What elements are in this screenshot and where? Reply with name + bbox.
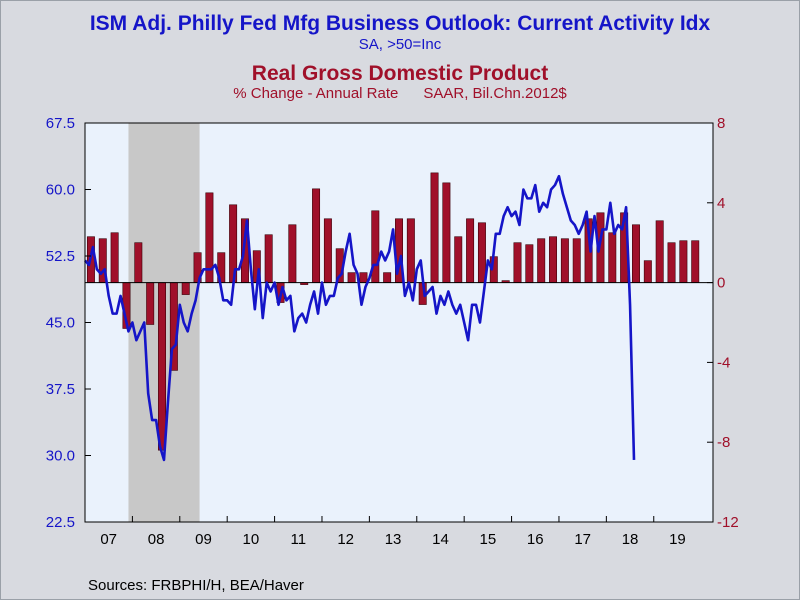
gdp-bar — [560, 238, 569, 283]
left-axis-tick-label: 37.5 — [46, 381, 75, 398]
gdp-bar — [347, 272, 356, 283]
gdp-bar — [477, 222, 486, 283]
gdp-bar — [181, 282, 190, 295]
x-axis-tick-label: 08 — [148, 531, 165, 548]
x-axis-tick-label: 18 — [622, 531, 639, 548]
x-axis-tick-label: 11 — [290, 531, 306, 548]
gdp-bar — [371, 210, 380, 283]
gdp-bar — [442, 182, 451, 283]
x-axis-tick-label: 07 — [100, 531, 117, 548]
x-axis-tick-label: 10 — [243, 531, 260, 548]
right-axis-tick-label: 8 — [717, 115, 725, 132]
gdp-bar — [383, 272, 392, 283]
x-axis-tick-label: 12 — [337, 531, 354, 548]
chart-title-left-series: ISM Adj. Philly Fed Mfg Business Outlook… — [89, 12, 711, 35]
gdp-bar — [359, 272, 368, 283]
right-axis-tick-label: -12 — [717, 514, 739, 531]
gdp-bar — [655, 220, 664, 283]
chart-subtitle-right-series: % Change - Annual Rate SAAR, Bil.Chn.201… — [233, 85, 567, 102]
x-axis-tick-label: 16 — [527, 531, 544, 548]
left-axis-tick-label: 52.5 — [46, 248, 75, 265]
gdp-bar — [632, 224, 640, 283]
gdp-bar — [537, 238, 546, 283]
gdp-bar — [110, 232, 119, 283]
gdp-bar — [667, 242, 676, 283]
gdp-bar — [158, 282, 167, 451]
right-axis-tick-label: 0 — [717, 275, 725, 292]
left-axis-tick-label: 30.0 — [46, 448, 75, 465]
gdp-bar — [146, 282, 155, 325]
gdp-bar — [323, 218, 332, 283]
gdp-bar — [643, 260, 652, 283]
x-axis-tick-label: 09 — [195, 531, 212, 548]
left-axis-tick-label: 67.5 — [46, 115, 75, 132]
gdp-bar — [549, 236, 558, 283]
right-axis-tick-label: -4 — [717, 354, 730, 371]
gdp-bar — [679, 240, 688, 283]
right-axis-tick-label: -8 — [717, 434, 730, 451]
gdp-bar — [608, 232, 617, 283]
chart-title-right-series: Real Gross Domestic Product — [251, 62, 549, 85]
x-axis-tick-label: 14 — [432, 531, 449, 548]
left-axis-tick-label: 22.5 — [46, 514, 75, 531]
gdp-bar — [525, 244, 534, 283]
gdp-bar — [430, 172, 439, 283]
philly-fed-line — [84, 174, 636, 462]
x-axis-tick-label: 15 — [480, 531, 497, 548]
gdp-bar — [312, 188, 321, 283]
gdp-bar — [691, 240, 700, 283]
left-axis-tick-label: 45.0 — [46, 315, 75, 332]
gdp-bar — [288, 224, 297, 283]
x-axis-tick-label: 19 — [669, 531, 686, 548]
gdp-bar — [572, 238, 581, 283]
gdp-bar — [513, 242, 522, 283]
x-axis-tick-label: 13 — [385, 531, 402, 548]
chart-source-note: Sources: FRBPHI/H, BEA/Haver — [88, 577, 304, 594]
x-axis-tick-label: 17 — [574, 531, 591, 548]
gdp-bar — [454, 236, 463, 283]
gdp-bar — [134, 242, 143, 283]
chart-subtitle-left-series: SA, >50=Inc — [358, 36, 442, 53]
gdp-bar — [406, 218, 415, 283]
gdp-bar — [264, 234, 273, 283]
left-axis-tick-label: 60.0 — [46, 182, 75, 199]
gdp-bar — [466, 218, 475, 283]
right-axis-tick-label: 4 — [717, 195, 725, 212]
